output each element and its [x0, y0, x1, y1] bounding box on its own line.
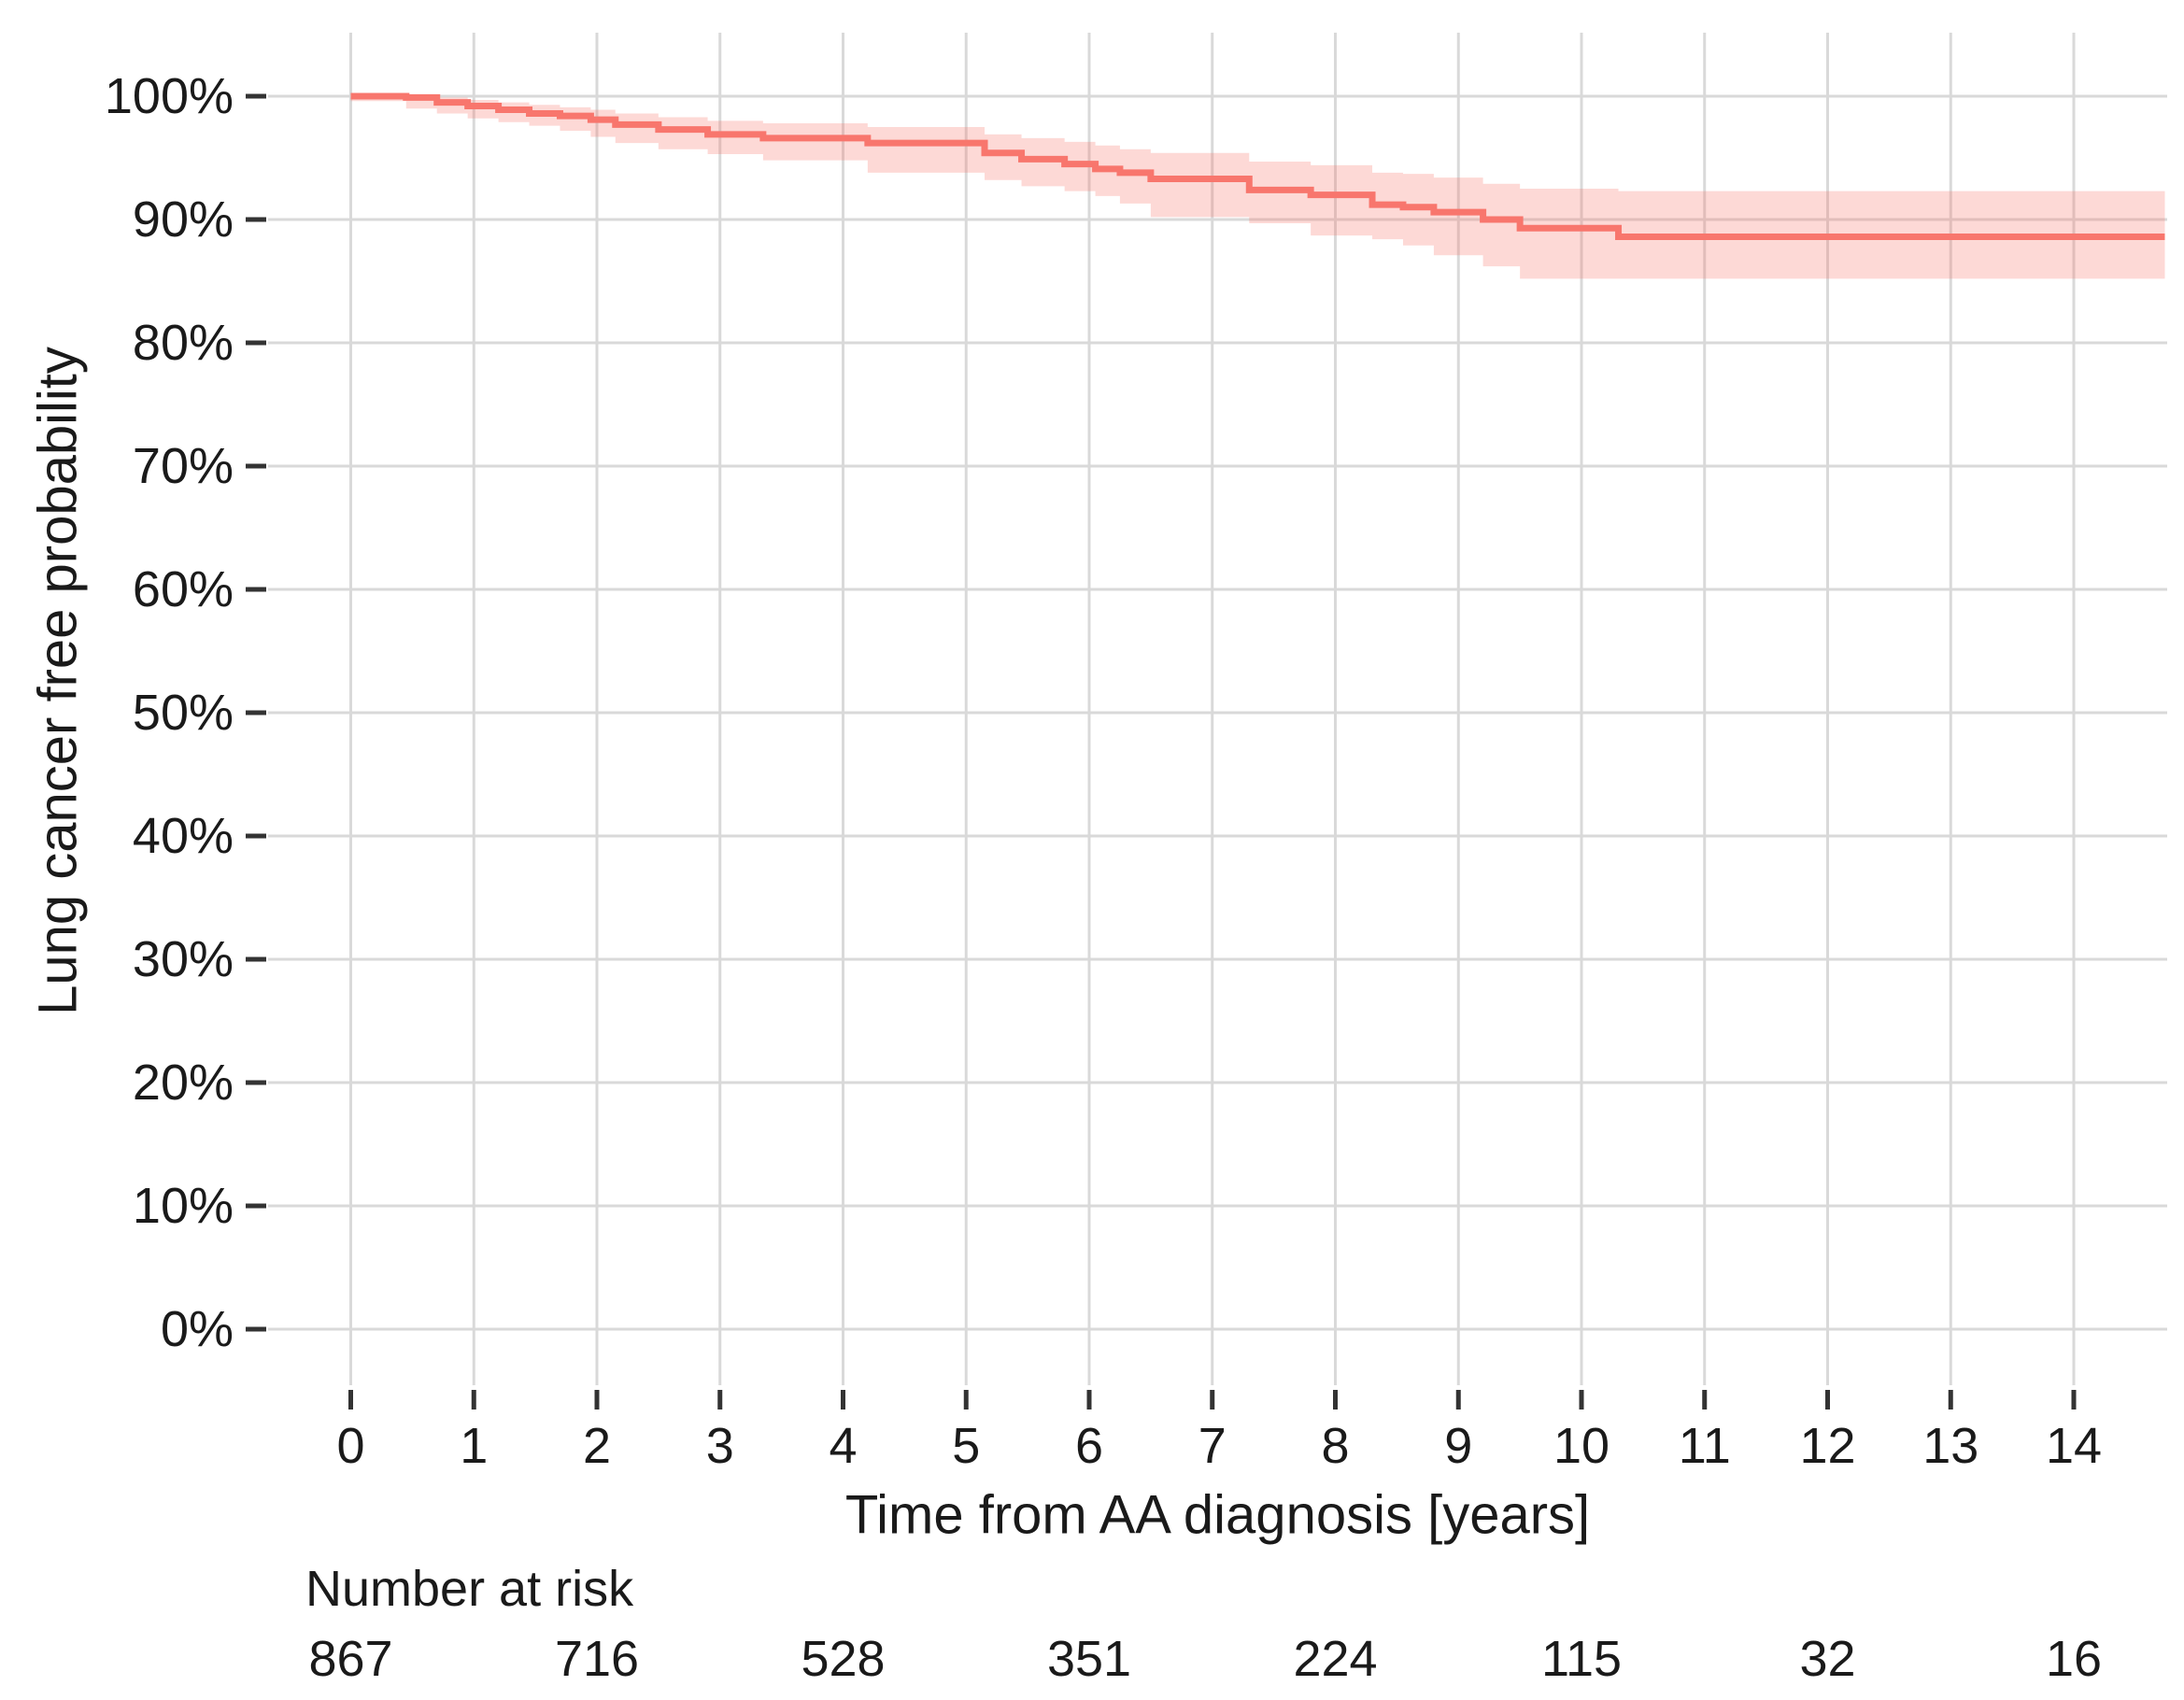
- y-tick-label: 60%: [133, 561, 234, 617]
- risk-count: 32: [1799, 1631, 1855, 1687]
- risk-count: 716: [555, 1631, 639, 1687]
- y-tick-label: 80%: [133, 315, 234, 371]
- x-tick-label: 7: [1198, 1418, 1227, 1474]
- x-tick-label: 8: [1321, 1418, 1349, 1474]
- x-tick-label: 9: [1444, 1418, 1472, 1474]
- x-tick-label: 6: [1075, 1418, 1103, 1474]
- risk-table-header: Number at risk: [305, 1561, 634, 1617]
- y-tick-label: 20%: [133, 1055, 234, 1111]
- x-axis-title: Time from AA diagnosis [years]: [845, 1485, 1590, 1546]
- x-tick-label: 2: [583, 1418, 611, 1474]
- x-tick-label: 14: [2046, 1418, 2102, 1474]
- risk-count: 867: [308, 1631, 392, 1687]
- risk-count: 16: [2046, 1631, 2102, 1687]
- y-tick-label: 0%: [161, 1301, 234, 1357]
- y-tick-label: 100%: [105, 68, 234, 124]
- x-tick-label: 13: [1922, 1418, 1978, 1474]
- risk-count: 351: [1047, 1631, 1131, 1687]
- y-tick-label: 70%: [133, 438, 234, 494]
- x-tick-label: 0: [336, 1418, 364, 1474]
- x-tick-label: 3: [706, 1418, 734, 1474]
- survival-curve: [350, 92, 2165, 240]
- x-tick-label: 4: [829, 1418, 857, 1474]
- y-tick-label: 90%: [133, 191, 234, 248]
- y-tick-label: 10%: [133, 1178, 234, 1234]
- x-tick-label: 5: [952, 1418, 980, 1474]
- y-tick-label: 30%: [133, 931, 234, 987]
- y-tick-label: 50%: [133, 685, 234, 741]
- y-tick-label: 40%: [133, 808, 234, 864]
- axis-ticks: [246, 93, 2077, 1410]
- x-tick-label: 11: [1679, 1418, 1731, 1474]
- gridlines: [268, 33, 2167, 1385]
- x-tick-label: 10: [1553, 1418, 1610, 1474]
- risk-count: 528: [801, 1631, 885, 1687]
- risk-count: 224: [1293, 1631, 1377, 1687]
- x-tick-label: 1: [460, 1418, 488, 1474]
- x-tick-label: 12: [1799, 1418, 1855, 1474]
- risk-count: 115: [1541, 1631, 1622, 1687]
- y-axis-title: Lung cancer free probability: [28, 347, 89, 1015]
